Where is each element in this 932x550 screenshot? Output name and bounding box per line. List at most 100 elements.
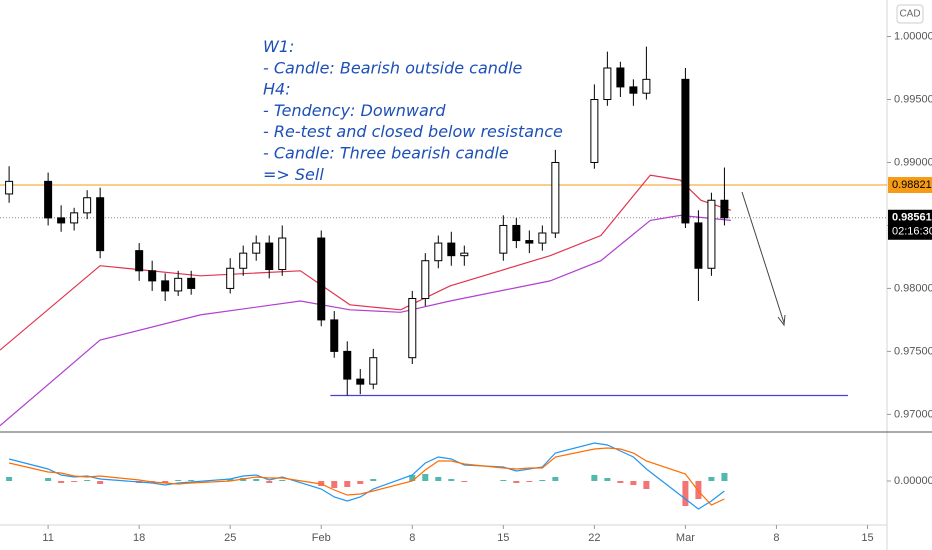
y-tick-label: 0.99500 [894, 93, 932, 105]
histogram-bar [370, 479, 377, 481]
histogram-bar [97, 481, 104, 484]
candle-body [343, 350, 352, 380]
candle-body [681, 78, 690, 224]
candle-body [174, 277, 183, 292]
annotation-line: - Tendency: Downward [263, 101, 446, 120]
resistance-price: 0.98821 [892, 179, 932, 191]
histogram-bar [344, 481, 351, 487]
y-tick-label: 0.00000 [894, 475, 932, 487]
histogram-bar [643, 481, 650, 489]
x-tick-label: 11 [42, 532, 53, 544]
histogram-bar [448, 479, 455, 481]
candle-body [148, 270, 157, 282]
x-tick-label: 8 [773, 532, 779, 544]
candle-body [421, 260, 430, 299]
histogram-bar [162, 481, 169, 483]
candle-body [83, 197, 92, 214]
annotation-line: - Candle: Three bearish candle [263, 144, 509, 163]
candle-body [265, 242, 274, 271]
candle-body [70, 212, 79, 224]
candle-body [447, 242, 456, 257]
candle-body [278, 237, 287, 271]
histogram-bar [279, 480, 286, 481]
histogram-bar [6, 477, 13, 481]
candle-body [44, 180, 53, 219]
countdown: 02:16:30 [892, 226, 932, 238]
annotation-line: - Re-test and closed below resistance [263, 122, 563, 141]
histogram-bar [630, 481, 637, 485]
candle-body [629, 86, 638, 94]
x-tick-label: Mar [676, 532, 695, 544]
y-tick-label: 0.97500 [894, 345, 932, 357]
candle-body [551, 161, 560, 234]
candle-body [603, 67, 612, 100]
candle-body [5, 180, 14, 195]
annotation: W1: - Candle: Bearish outside candle H4: - … [263, 37, 563, 184]
histogram-bar [695, 481, 702, 499]
last-price: 0.98561 [892, 212, 932, 224]
candle-body [434, 242, 443, 262]
candle-body [720, 199, 729, 219]
histogram-bar [227, 479, 234, 481]
candle-body [96, 197, 105, 252]
annotation-line: H4: [263, 80, 291, 99]
histogram-bar [552, 477, 559, 481]
histogram-bar [409, 475, 416, 481]
candle-body [356, 378, 365, 385]
histogram-bar [513, 481, 520, 483]
candle-body [538, 232, 547, 244]
currency-box[interactable] [896, 4, 924, 24]
histogram-bar [253, 479, 260, 481]
x-tick-label: 15 [497, 532, 509, 544]
currency: CAD [899, 9, 920, 20]
histogram-bar [266, 481, 273, 483]
candle-body [369, 357, 378, 385]
histogram-bar [357, 481, 364, 484]
histogram-bar [188, 480, 195, 481]
y-tick-label: 0.98000 [894, 282, 932, 294]
resistance-price-box [888, 177, 932, 194]
histogram-bar [617, 481, 624, 483]
candle-body [317, 237, 326, 321]
candle-body [57, 217, 66, 224]
candle-body [408, 297, 417, 359]
x-tick-label: 15 [861, 532, 873, 544]
histogram-bar [708, 477, 715, 481]
histogram-bar [500, 480, 507, 481]
last-price-box [888, 209, 932, 240]
histogram-bar [604, 478, 611, 481]
histogram-bar [721, 473, 728, 481]
histogram-bar [682, 481, 689, 506]
moving-average [0, 174, 732, 351]
histogram-bar [71, 481, 78, 482]
candle-body [252, 242, 261, 254]
histogram-bar [461, 481, 468, 482]
candle-body [239, 252, 248, 269]
x-tick-label: 25 [224, 532, 236, 544]
histogram-bar [45, 478, 52, 481]
candle-body [642, 78, 651, 94]
candle-body [226, 267, 235, 289]
candle-body [525, 240, 534, 244]
candle-body [161, 280, 170, 292]
candle-body [330, 319, 339, 352]
histogram-bar [539, 480, 546, 481]
histogram-bar [331, 481, 338, 488]
moving-average [0, 214, 731, 427]
y-tick-label: 0.97000 [894, 408, 932, 420]
arrow-head [777, 314, 786, 327]
histogram-bar [84, 480, 91, 481]
x-tick-label: 8 [409, 532, 415, 544]
histogram-bar [58, 481, 65, 483]
annotation-line: => Sell [263, 165, 324, 184]
x-tick-label: 22 [588, 532, 600, 544]
histogram-bar [422, 474, 429, 481]
histogram-bar [591, 475, 598, 481]
candle-body [512, 224, 521, 242]
y-tick-label: 0.99000 [894, 156, 932, 168]
candle-body [707, 199, 716, 269]
y-tick-label: 1.00000 [894, 30, 932, 42]
candle-body [460, 252, 469, 257]
macd-line [8, 442, 725, 510]
